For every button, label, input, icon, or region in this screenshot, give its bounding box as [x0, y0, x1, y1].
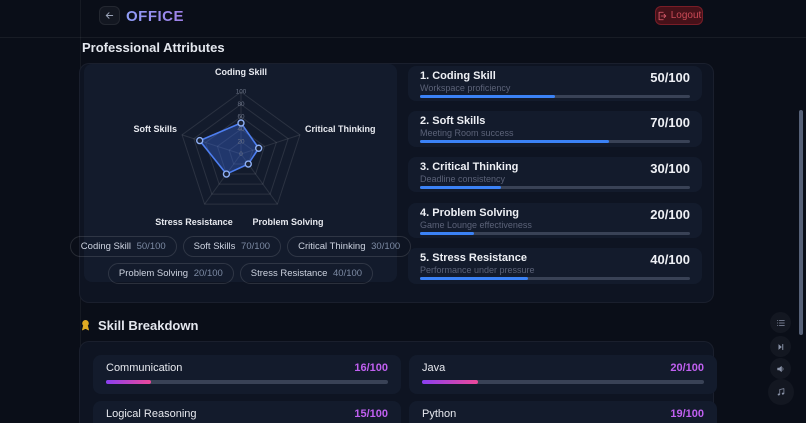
svg-text:Critical Thinking: Critical Thinking: [305, 124, 376, 134]
svg-text:Stress Resistance: Stress Resistance: [155, 217, 233, 227]
svg-text:100: 100: [236, 89, 247, 96]
svg-text:Problem Solving: Problem Solving: [252, 217, 323, 227]
svg-text:40: 40: [237, 126, 245, 133]
svg-text:60: 60: [237, 114, 245, 121]
svg-text:0: 0: [239, 151, 243, 158]
svg-text:Soft Skills: Soft Skills: [133, 124, 177, 134]
svg-text:80: 80: [237, 101, 245, 108]
svg-text:20: 20: [237, 139, 245, 146]
svg-text:Coding Skill: Coding Skill: [215, 67, 267, 77]
